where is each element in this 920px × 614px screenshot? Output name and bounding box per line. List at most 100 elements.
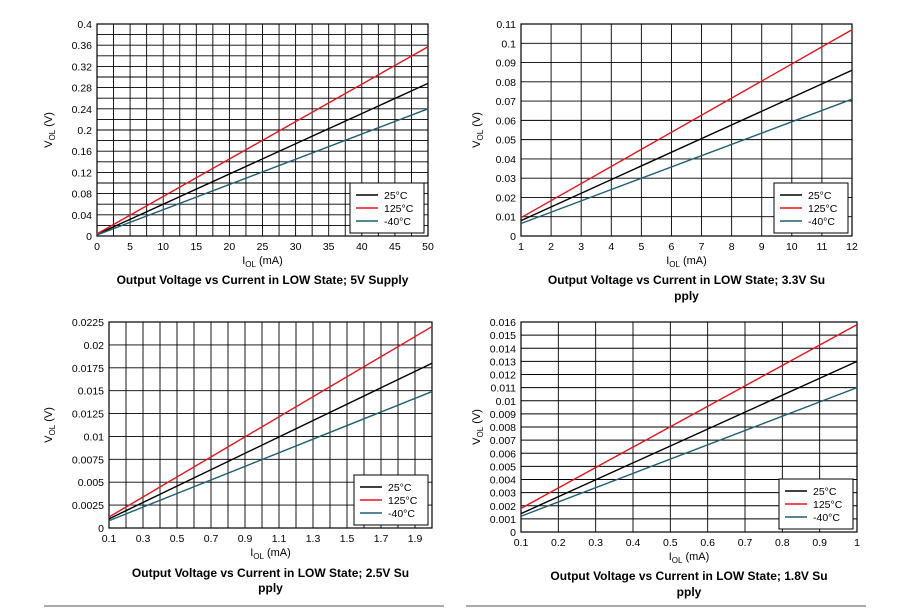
y-tick-label: 0.009 bbox=[490, 409, 516, 421]
legend-label: 25°C bbox=[384, 190, 408, 202]
chart-panel-4: 0.1 0.2 0.3 0.4 0.5 0.6 0.7 0.8 0.9 100.0010.0020… bbox=[471, 317, 860, 599]
x-tick-label: 1.1 bbox=[272, 533, 287, 545]
y-tick-label: 0.08 bbox=[72, 189, 93, 201]
y-tick-label: 0.04 bbox=[496, 154, 517, 166]
x-tick-label: 7 bbox=[699, 241, 705, 253]
chart-title: Output Voltage vs Current in LOW State; … bbox=[117, 273, 409, 287]
x-tick-label: 0.8 bbox=[775, 537, 790, 549]
x-tick-label: 12 bbox=[846, 241, 858, 253]
plot-frame bbox=[108, 321, 433, 529]
series-line-2 bbox=[96, 46, 429, 235]
y-tick-label: 0.006 bbox=[490, 448, 516, 460]
x-tick-label: 0 bbox=[94, 241, 100, 253]
chart-title: Output Voltage vs Current in LOW State; … bbox=[132, 566, 409, 595]
plot-frame bbox=[520, 23, 853, 237]
x-tick-label: 6 bbox=[669, 241, 675, 253]
x-tick-label: 10 bbox=[157, 241, 169, 253]
series-line-3 bbox=[96, 108, 429, 236]
x-tick-label: 1.3 bbox=[306, 533, 321, 545]
legend-label: 25°C bbox=[808, 190, 832, 202]
x-tick-label: 1 bbox=[854, 537, 860, 549]
y-axis-label: VOL (V) bbox=[43, 407, 57, 443]
x-tick-label: 0.4 bbox=[626, 537, 641, 549]
y-axis-label: VOL (V) bbox=[43, 112, 57, 148]
chart-panel-2: 1 2 3 4 5 6 7 8 9 10 11 1200.010.020.030.040.050.06… bbox=[471, 19, 858, 303]
legend-label: 125°C bbox=[813, 499, 843, 511]
y-tick-label: 0.005 bbox=[490, 461, 516, 473]
chart-title: Output Voltage vs Current in LOW State; … bbox=[550, 569, 827, 599]
x-tick-label: 50 bbox=[422, 241, 434, 253]
y-tick-label: 0.0025 bbox=[72, 500, 104, 512]
series-line-1 bbox=[520, 360, 858, 515]
y-tick-label: 0.011 bbox=[491, 383, 517, 395]
x-tick-label: 40 bbox=[356, 241, 368, 253]
series-line-3 bbox=[520, 386, 858, 517]
legend-label: 125°C bbox=[384, 203, 414, 215]
y-tick-label: 0.05 bbox=[496, 135, 517, 147]
y-tick-label: 0 bbox=[510, 527, 516, 539]
y-tick-label: 0.03 bbox=[496, 173, 517, 185]
y-tick-label: 0 bbox=[98, 523, 104, 535]
y-tick-label: 0.0125 bbox=[72, 409, 104, 421]
x-tick-label: 0.2 bbox=[551, 537, 566, 549]
x-axis-label: IOL (mA) bbox=[669, 551, 710, 565]
x-tick-label: 0.1 bbox=[514, 537, 529, 549]
y-tick-label: 0.008 bbox=[490, 422, 516, 434]
x-tick-label: 35 bbox=[323, 241, 335, 253]
y-tick-label: 0.007 bbox=[490, 435, 516, 447]
y-tick-label: 0 bbox=[510, 231, 516, 243]
x-tick-label: 0.5 bbox=[170, 533, 185, 545]
plot-frame bbox=[96, 23, 429, 237]
legend-label: 125°C bbox=[808, 203, 838, 215]
series-line-1 bbox=[520, 69, 853, 222]
y-tick-label: 0.02 bbox=[84, 340, 105, 352]
y-tick-label: 0.01 bbox=[496, 396, 517, 408]
y-tick-label: 0.07 bbox=[496, 96, 517, 108]
y-tick-label: 0.32 bbox=[72, 61, 93, 73]
y-tick-label: 0.12 bbox=[72, 167, 93, 179]
y-tick-label: 0.014 bbox=[490, 343, 516, 355]
y-axis-label: VOL (V) bbox=[471, 112, 485, 148]
legend-label: 125°C bbox=[388, 495, 418, 507]
chart-panel-1: 0 5 10 15 20 25 30 35 40 45 50 0 0.04 0.08 0.12 0.16 0.2… bbox=[43, 19, 434, 287]
x-tick-label: 30 bbox=[290, 241, 302, 253]
y-tick-label: 0.015 bbox=[78, 386, 104, 398]
series-line-2 bbox=[520, 324, 858, 509]
x-tick-label: 4 bbox=[608, 241, 614, 253]
y-tick-label: 0.004 bbox=[490, 475, 516, 487]
y-tick-label: 0.0175 bbox=[72, 363, 104, 375]
series-line-2 bbox=[520, 29, 853, 219]
x-tick-label: 25 bbox=[257, 241, 269, 253]
x-tick-label: 20 bbox=[224, 241, 236, 253]
legend-label: 25°C bbox=[813, 486, 837, 498]
y-axis-label: VOL (V) bbox=[471, 409, 485, 445]
series-line-1 bbox=[108, 362, 433, 520]
x-tick-label: 3 bbox=[578, 241, 584, 253]
series-line-3 bbox=[108, 390, 433, 522]
y-tick-label: 0.01 bbox=[84, 431, 105, 443]
x-axis-label: IOL (mA) bbox=[250, 547, 291, 561]
series-line-2 bbox=[108, 325, 433, 518]
y-tick-label: 0.016 bbox=[490, 317, 516, 329]
x-tick-label: 0.7 bbox=[204, 533, 219, 545]
x-tick-label: 5 bbox=[638, 241, 644, 253]
y-tick-label: 0.012 bbox=[490, 370, 516, 382]
legend-label: -40°C bbox=[808, 216, 835, 228]
x-tick-label: 8 bbox=[729, 241, 735, 253]
series-line-1 bbox=[96, 82, 429, 236]
y-tick-label: 0.02 bbox=[496, 192, 517, 204]
y-tick-label: 0.06 bbox=[496, 115, 517, 127]
x-axis-label: IOL (mA) bbox=[666, 255, 707, 269]
x-tick-label: 5 bbox=[127, 241, 133, 253]
x-tick-label: 0.3 bbox=[136, 533, 151, 545]
y-tick-label: 0.0225 bbox=[72, 317, 104, 329]
x-tick-label: 1.7 bbox=[374, 533, 389, 545]
chart-title: Output Voltage vs Current in LOW State; … bbox=[548, 273, 825, 303]
series-line-3 bbox=[520, 98, 853, 225]
x-tick-label: 11 bbox=[816, 241, 827, 253]
x-tick-label: 0.6 bbox=[700, 537, 715, 549]
y-tick-label: 0.24 bbox=[72, 104, 93, 116]
